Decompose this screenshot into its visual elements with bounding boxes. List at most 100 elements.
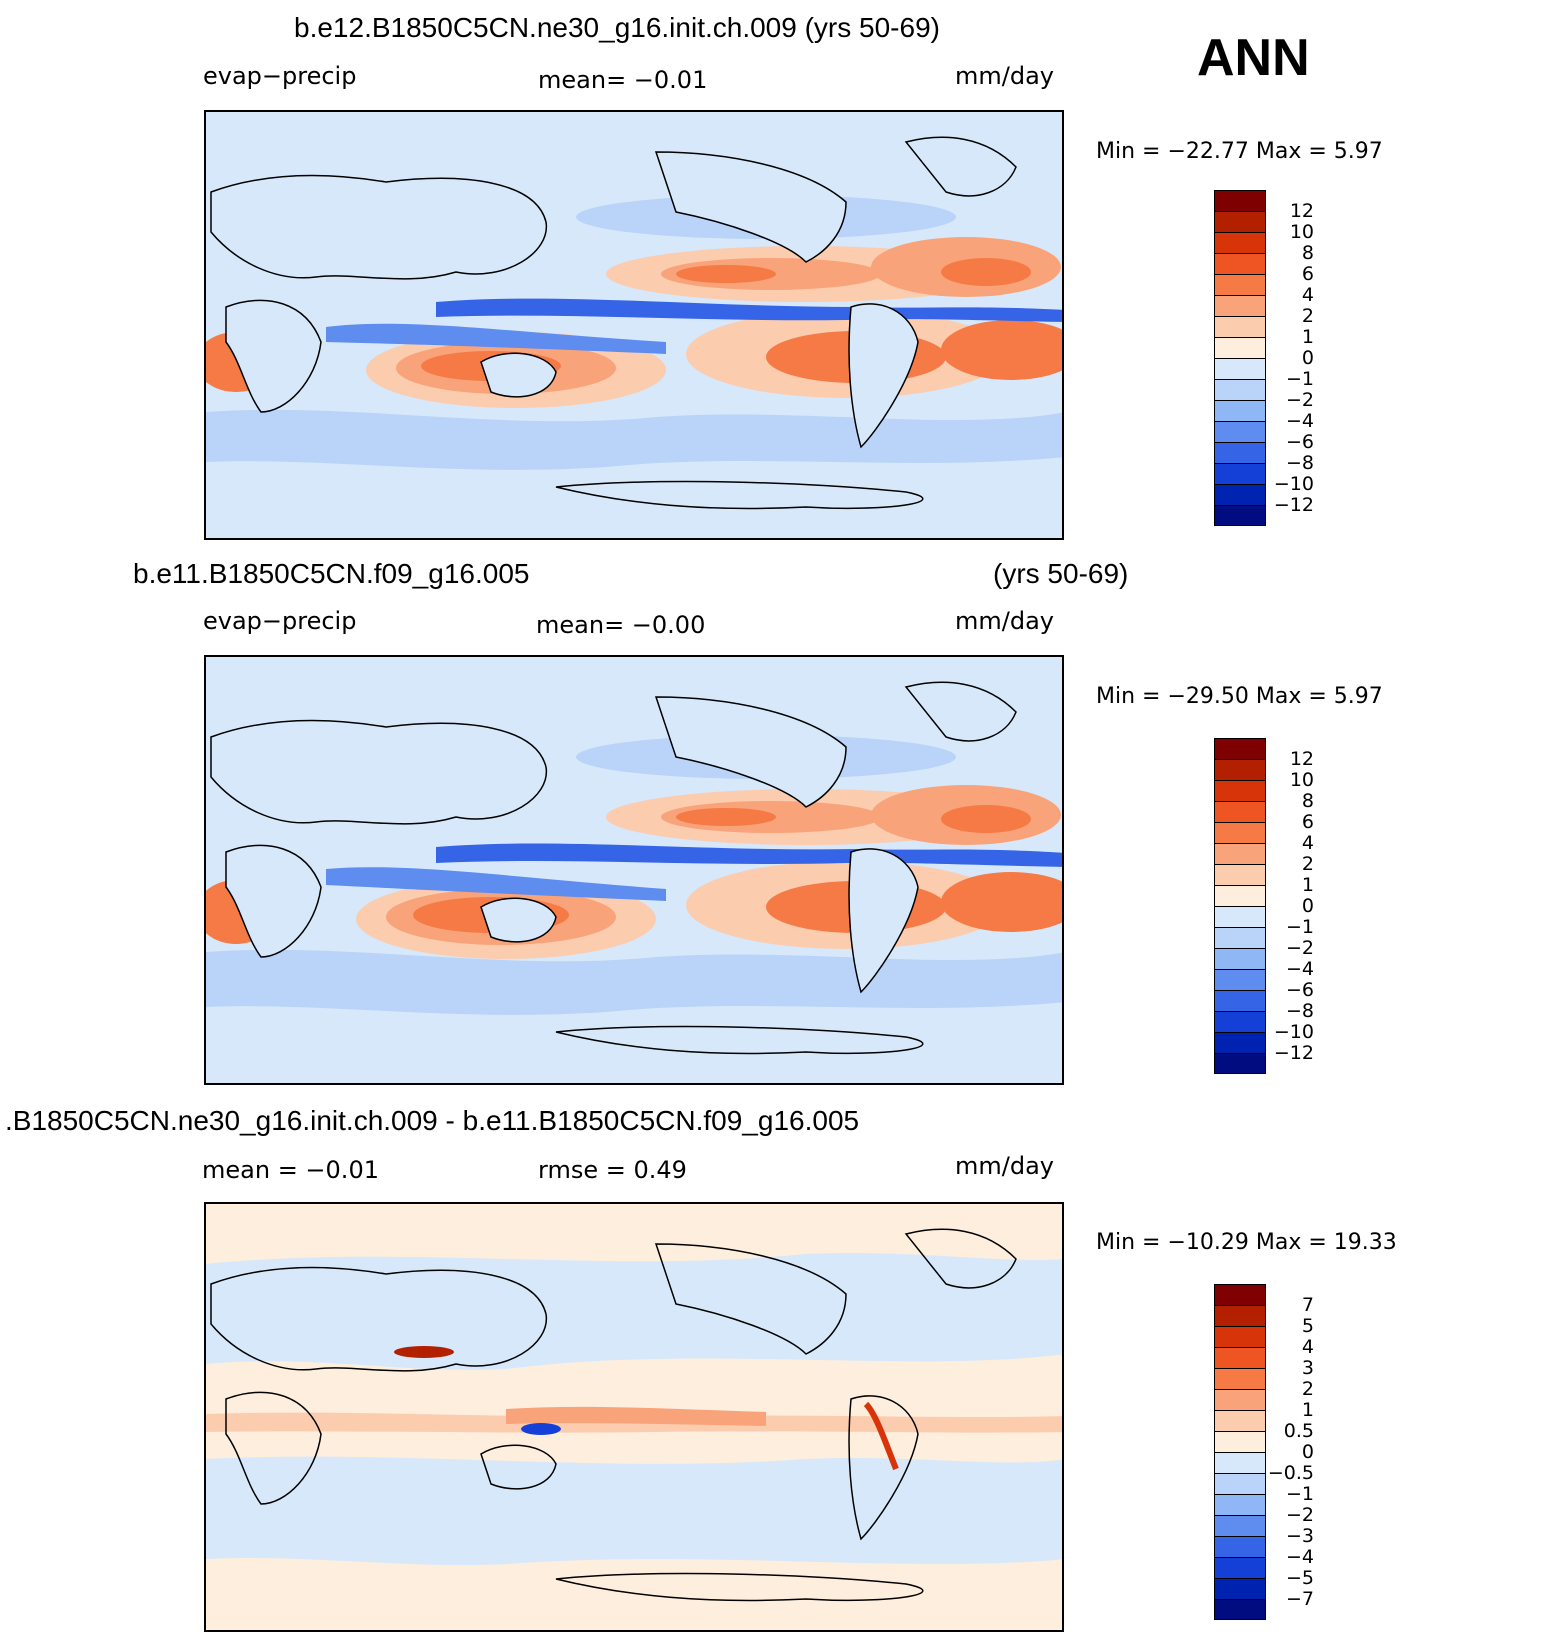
colorbar-swatch <box>1214 1326 1266 1347</box>
colorbar-swatch <box>1214 358 1266 379</box>
colorbar-swatch <box>1214 990 1266 1011</box>
colorbar-tick-label: −1 <box>1285 368 1314 390</box>
colorbar-swatch <box>1214 274 1266 295</box>
panel2-units-label: mm/day <box>955 607 1054 635</box>
colorbar-swatch <box>1214 1536 1266 1557</box>
colorbar-tick-label: −4 <box>1285 958 1314 980</box>
colorbar-swatch <box>1214 927 1266 948</box>
colorbar-tick-label: 10 <box>1289 769 1314 791</box>
colorbar-tick-label: 6 <box>1301 811 1314 833</box>
colorbar-swatch <box>1214 885 1266 906</box>
colorbar-tick-label: 0.5 <box>1283 1420 1314 1442</box>
colorbar-tick-label: −4 <box>1285 1546 1314 1568</box>
colorbar-tick-label: 6 <box>1301 263 1314 285</box>
colorbar-tick-label: −8 <box>1285 452 1314 474</box>
colorbar-tick-label: 12 <box>1289 748 1314 770</box>
colorbar-tick-label: −2 <box>1285 1504 1314 1526</box>
colorbar-swatch <box>1214 822 1266 843</box>
colorbar-swatch <box>1214 1305 1266 1326</box>
colorbar-swatch <box>1214 253 1266 274</box>
panel1-units-label: mm/day <box>955 62 1054 90</box>
panel1-title: b.e12.B1850C5CN.ne30_g16.init.ch.009 (yr… <box>294 12 940 43</box>
panel3-rmse-label: rmse = 0.49 <box>538 1156 687 1184</box>
colorbar-frame <box>1214 190 1266 526</box>
panel2-mean-label: mean= −0.00 <box>536 611 706 639</box>
colorbar-tick-label: −12 <box>1273 1042 1314 1064</box>
panel2-minmax: Min = −29.50 Max = 5.97 <box>1096 684 1383 709</box>
colorbar-swatch <box>1214 337 1266 358</box>
colorbar-tick-label: −12 <box>1273 494 1314 516</box>
colorbar-frame <box>1214 738 1266 1074</box>
colorbar-swatch <box>1214 295 1266 316</box>
colorbar-swatch <box>1214 1473 1266 1494</box>
colorbar-tick-label: 7 <box>1301 1294 1314 1316</box>
panel1-variable-label: evap−precip <box>203 62 357 90</box>
colorbar-swatch <box>1214 1410 1266 1431</box>
colorbar-tick-label: −1 <box>1285 1483 1314 1505</box>
colorbar-tick-label: 0 <box>1301 1441 1314 1463</box>
panel2-map <box>204 655 1064 1085</box>
colorbar-tick-label: 2 <box>1301 853 1314 875</box>
colorbar-swatch <box>1214 906 1266 927</box>
colorbar-swatch <box>1214 843 1266 864</box>
panel3-mean-label: mean = −0.01 <box>202 1156 379 1184</box>
colorbar-swatch <box>1214 316 1266 337</box>
colorbar-swatch <box>1214 421 1266 442</box>
colorbar-swatch <box>1214 463 1266 484</box>
colorbar-swatch <box>1214 400 1266 421</box>
colorbar-tick-label: 1 <box>1301 874 1314 896</box>
colorbar-swatch <box>1214 1368 1266 1389</box>
colorbar-swatch <box>1214 484 1266 505</box>
colorbar-tick-label: 2 <box>1301 305 1314 327</box>
panel3-title: .B1850C5CN.ne30_g16.init.ch.009 - b.e11.… <box>5 1105 860 1136</box>
colorbar-swatch <box>1214 442 1266 463</box>
panel1-minmax: Min = −22.77 Max = 5.97 <box>1096 139 1383 164</box>
colorbar-swatch <box>1214 1452 1266 1473</box>
colorbar-tick-label: −10 <box>1273 473 1314 495</box>
colorbar-swatch <box>1214 1578 1266 1599</box>
colorbar-tick-label: 1 <box>1301 1399 1314 1421</box>
colorbar-swatch <box>1214 801 1266 822</box>
colorbar-tick-label: −3 <box>1285 1525 1314 1547</box>
colorbar-swatch <box>1214 505 1266 526</box>
colorbar-tick-label: 4 <box>1301 832 1314 854</box>
panel2-title-years: (yrs 50-69) <box>993 558 1129 589</box>
panel1-map <box>204 110 1064 540</box>
colorbar-tick-label: −1 <box>1285 916 1314 938</box>
colorbar-tick-label: 3 <box>1301 1357 1314 1379</box>
colorbar-tick-label: −4 <box>1285 410 1314 432</box>
colorbar-swatch <box>1214 1053 1266 1074</box>
colorbar-tick-label: −6 <box>1285 431 1314 453</box>
colorbar-tick-label: −2 <box>1285 937 1314 959</box>
colorbar-swatch <box>1214 211 1266 232</box>
colorbar-tick-label: 12 <box>1289 200 1314 222</box>
colorbar-swatch <box>1214 969 1266 990</box>
colorbar-swatch <box>1214 1431 1266 1452</box>
colorbar-swatch <box>1214 864 1266 885</box>
colorbar-tick-label: −10 <box>1273 1021 1314 1043</box>
colorbar-tick-label: −2 <box>1285 389 1314 411</box>
colorbar-tick-label: −6 <box>1285 979 1314 1001</box>
colorbar-swatch <box>1214 232 1266 253</box>
colorbar-tick-label: −0.5 <box>1267 1462 1314 1484</box>
panel1-mean-label: mean= −0.01 <box>538 66 708 94</box>
colorbar-swatch <box>1214 1032 1266 1053</box>
colorbar-tick-label: −5 <box>1285 1567 1314 1589</box>
colorbar-tick-label: 8 <box>1301 242 1314 264</box>
colorbar-tick-label: 10 <box>1289 221 1314 243</box>
colorbar-swatch <box>1214 1347 1266 1368</box>
colorbar-swatch <box>1214 759 1266 780</box>
panel3-map <box>204 1202 1064 1632</box>
colorbar-tick-label: 8 <box>1301 790 1314 812</box>
colorbar-swatch <box>1214 948 1266 969</box>
colorbar-swatch <box>1214 1599 1266 1620</box>
colorbar-tick-label: −7 <box>1285 1588 1314 1610</box>
colorbar-swatch <box>1214 780 1266 801</box>
colorbar-tick-label: −8 <box>1285 1000 1314 1022</box>
colorbar-frame <box>1214 1284 1266 1620</box>
colorbar-tick-label: 2 <box>1301 1378 1314 1400</box>
panel3-minmax: Min = −10.29 Max = 19.33 <box>1096 1230 1397 1255</box>
colorbar-tick-label: 4 <box>1301 284 1314 306</box>
colorbar-tick-label: 0 <box>1301 347 1314 369</box>
colorbar-tick-label: 0 <box>1301 895 1314 917</box>
